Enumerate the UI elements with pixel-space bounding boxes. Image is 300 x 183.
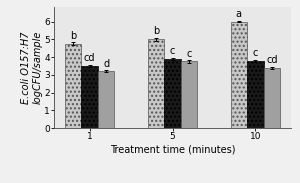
Bar xyxy=(247,61,264,128)
Bar xyxy=(181,61,197,128)
Text: cd: cd xyxy=(266,55,278,65)
Bar xyxy=(65,44,81,128)
Bar xyxy=(148,39,164,128)
Text: cd: cd xyxy=(84,53,95,63)
Text: c: c xyxy=(170,46,175,56)
Text: c: c xyxy=(186,49,192,59)
X-axis label: Treatment time (minutes): Treatment time (minutes) xyxy=(110,144,235,154)
Text: c: c xyxy=(253,48,258,58)
Text: a: a xyxy=(236,9,242,19)
Text: b: b xyxy=(70,31,76,40)
Y-axis label: E.coli O157:H7
logCFU/sample: E.coli O157:H7 logCFU/sample xyxy=(21,31,43,104)
Bar xyxy=(81,66,98,128)
Bar xyxy=(164,59,181,128)
Text: b: b xyxy=(153,26,159,36)
Bar xyxy=(230,22,247,128)
Bar xyxy=(98,71,115,128)
Bar xyxy=(264,68,280,128)
Text: d: d xyxy=(103,59,109,69)
